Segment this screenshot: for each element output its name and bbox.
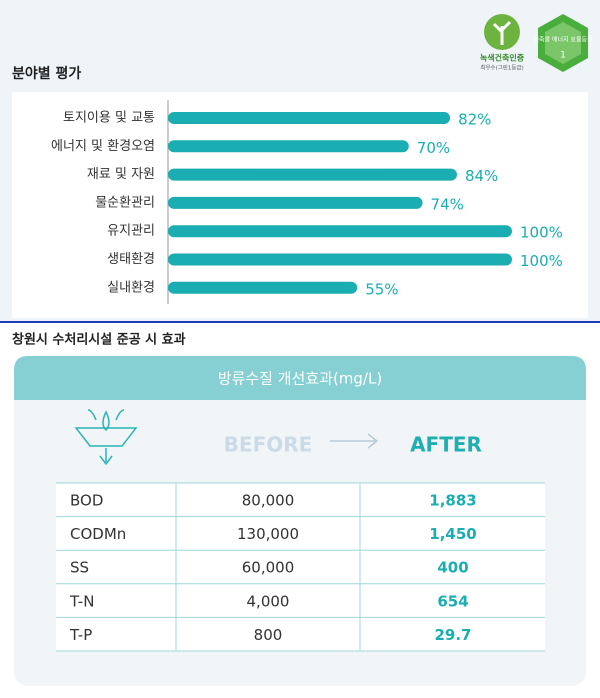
badge-title: 녹색건축인증	[480, 53, 525, 63]
table-cell: 654	[437, 592, 468, 610]
chart-title: 분야별 평가	[12, 65, 81, 82]
row-header: BOD	[70, 492, 103, 510]
water-icon	[74, 409, 138, 466]
row-header: T-N	[69, 592, 94, 610]
table-title: 방류수질 개선효과(mg/L)	[218, 370, 382, 388]
row-header: CODMn	[70, 525, 126, 543]
before-label: BEFORE	[224, 433, 313, 457]
section-title: 창원시 수처리시설 준공 시 효과	[12, 332, 186, 348]
after-label: AFTER	[410, 433, 482, 457]
value-label: 100%	[520, 252, 563, 270]
category-label: 실내환경	[107, 280, 155, 295]
category-label: 에너지 및 환경오염	[51, 139, 155, 154]
badge-grade: 1	[560, 51, 566, 61]
energy-badge: 건축물 에너지 효율등급 1	[533, 14, 593, 72]
table-header-band	[14, 356, 586, 400]
row-header: T-P	[69, 626, 92, 644]
table: BOD 80,000 1,883 CODMn 130,000 1,450 SS 60,000 4…	[56, 482, 545, 652]
badge-subtitle: 최우수(그린1등급)	[480, 64, 523, 72]
bar-chart: 토지이용 및 교통 82% 에너지 및 환경오염 70% 재료 및 자원 84% 물순환관리…	[51, 111, 563, 299]
bar	[168, 253, 512, 266]
table-cell: 80,000	[242, 492, 295, 510]
value-label: 74%	[431, 195, 464, 213]
value-label: 82%	[458, 111, 491, 129]
value-label: 100%	[520, 224, 563, 242]
bar	[168, 225, 512, 238]
bar	[168, 168, 457, 181]
bar	[168, 281, 358, 294]
category-label: 유지관리	[107, 224, 155, 239]
table-cell: 1,883	[429, 492, 476, 510]
table-cell: 400	[437, 559, 468, 577]
table-cell: 29.7	[434, 626, 471, 644]
value-label: 84%	[465, 167, 498, 185]
arrow	[330, 433, 379, 449]
table-cell: 4,000	[247, 592, 290, 610]
table-cell: 60,000	[242, 559, 295, 577]
value-label: 55%	[365, 280, 398, 298]
table-cell: 1,450	[429, 525, 476, 543]
bar	[168, 140, 409, 153]
value-label: 70%	[417, 139, 450, 157]
table-cell: 800	[254, 626, 283, 644]
category-label: 생태환경	[107, 252, 155, 267]
category-label: 토지이용 및 교통	[63, 111, 155, 126]
row-header: SS	[70, 559, 89, 577]
category-label: 재료 및 자원	[87, 167, 155, 182]
category-label: 물순환관리	[95, 195, 155, 210]
bar	[168, 112, 451, 124]
badge-title: 건축물 에너지 효율등급	[533, 36, 592, 44]
green-badge: 녹색건축인증 최우수(그린1등급)	[480, 14, 525, 72]
table-cell: 130,000	[237, 525, 299, 543]
table-body	[56, 483, 545, 651]
bar	[168, 196, 423, 209]
